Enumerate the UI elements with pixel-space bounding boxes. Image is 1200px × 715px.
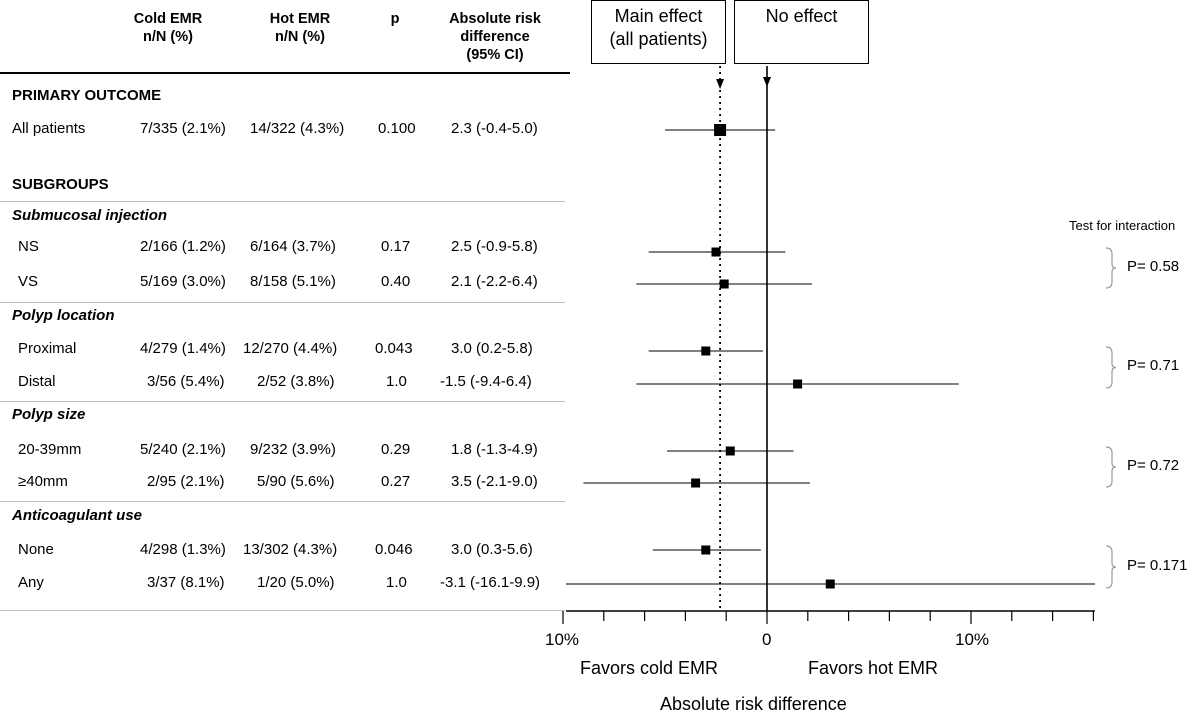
row-label: All patients xyxy=(12,120,86,137)
favors-cold-label: Favors cold EMR xyxy=(580,658,719,678)
section-subgroups: SUBGROUPS xyxy=(12,176,109,193)
axis-tick-label-right: 10% xyxy=(955,630,990,649)
row-hot-emr: 5/90 (5.6%) xyxy=(257,473,335,490)
row-label: Distal xyxy=(18,373,56,390)
divider xyxy=(0,302,565,303)
interaction-bracket xyxy=(1105,446,1117,488)
point-estimate-marker xyxy=(691,478,701,488)
row-ard: 2.5 (-0.9-5.8) xyxy=(451,238,538,255)
interaction-bracket xyxy=(1105,346,1117,389)
no-effect-label-box: No effect xyxy=(734,0,869,64)
row-label: Any xyxy=(18,574,44,591)
row-p: 1.0 xyxy=(386,574,407,591)
row-cold-emr: 2/166 (1.2%) xyxy=(140,238,226,255)
row-p: 1.0 xyxy=(386,373,407,390)
row-hot-emr: 1/20 (5.0%) xyxy=(257,574,335,591)
row-label: 20-39mm xyxy=(18,441,82,458)
row-hot-emr: 12/270 (4.4%) xyxy=(243,340,338,357)
no-effect-arrowhead xyxy=(763,77,771,87)
header-cold-emr: Cold EMR n/N (%) xyxy=(133,11,203,45)
row-ard: 3.0 (0.2-5.8) xyxy=(451,340,533,357)
axis-tick-label-zero: 0 xyxy=(762,630,772,649)
row-cold-emr: 4/298 (1.3%) xyxy=(140,541,226,558)
x-axis-label: Absolute risk difference xyxy=(660,694,847,714)
row-label: NS xyxy=(18,238,39,255)
axis-tick-label-left: 10% xyxy=(545,630,580,649)
interaction-bracket xyxy=(1105,247,1117,289)
row-p: 0.27 xyxy=(381,473,411,490)
row-cold-emr: 5/169 (3.0%) xyxy=(140,273,226,290)
point-estimate-marker xyxy=(825,579,835,589)
row-ard: 2.1 (-2.2-6.4) xyxy=(451,273,538,290)
row-ard: -1.5 (-9.4-6.4) xyxy=(440,373,532,390)
divider xyxy=(0,610,565,611)
row-cold-emr: 5/240 (2.1%) xyxy=(140,441,226,458)
divider xyxy=(0,501,565,502)
divider xyxy=(0,201,565,202)
section-primary-outcome: PRIMARY OUTCOME xyxy=(12,87,162,104)
row-p: 0.40 xyxy=(381,273,411,290)
point-estimate-marker xyxy=(701,545,711,555)
row-cold-emr: 3/37 (8.1%) xyxy=(147,574,225,591)
row-label: None xyxy=(18,541,54,558)
point-estimate-marker xyxy=(714,124,727,136)
row-ard: 3.5 (-2.1-9.0) xyxy=(451,473,538,490)
row-hot-emr: 2/52 (3.8%) xyxy=(257,373,335,390)
row-hot-emr: 6/164 (3.7%) xyxy=(250,238,336,255)
group-label-submucosal-injection: Submucosal injection xyxy=(12,207,168,224)
point-estimate-marker xyxy=(725,446,735,456)
row-ard: -3.1 (-16.1-9.9) xyxy=(440,574,541,591)
header-hot-emr: Hot EMR n/N (%) xyxy=(269,11,331,45)
row-p: 0.29 xyxy=(381,441,411,458)
group-label-anticoagulant-use: Anticoagulant use xyxy=(12,507,143,524)
point-estimate-marker xyxy=(793,379,803,389)
row-hot-emr: 9/232 (3.9%) xyxy=(250,441,336,458)
row-p: 0.046 xyxy=(375,541,413,558)
row-hot-emr: 13/302 (4.3%) xyxy=(243,541,338,558)
favors-hot-label: Favors hot EMR xyxy=(808,658,939,678)
point-estimate-marker xyxy=(719,279,729,289)
interaction-p-value: P= 0.171 xyxy=(1127,557,1188,574)
point-estimate-marker xyxy=(701,346,711,356)
row-p: 0.100 xyxy=(378,120,416,137)
group-label-polyp-location: Polyp location xyxy=(12,307,115,324)
interaction-bracket xyxy=(1105,545,1117,589)
row-label: ≥40mm xyxy=(18,473,68,490)
main-effect-label-box: Main effect (all patients) xyxy=(591,0,726,64)
row-p: 0.17 xyxy=(381,238,411,255)
point-estimate-marker xyxy=(711,247,721,257)
header-rule xyxy=(0,72,570,74)
row-ard: 1.8 (-1.3-4.9) xyxy=(451,441,538,458)
row-ard: 3.0 (0.3-5.6) xyxy=(451,541,533,558)
interaction-test-title: Test for interaction xyxy=(1069,218,1176,233)
interaction-p-value: P= 0.71 xyxy=(1127,357,1180,374)
row-ard: 2.3 (-0.4-5.0) xyxy=(451,120,538,137)
header-p: p xyxy=(390,11,400,27)
row-cold-emr: 7/335 (2.1%) xyxy=(140,120,226,137)
row-hot-emr: 14/322 (4.3%) xyxy=(250,120,345,137)
row-cold-emr: 2/95 (2.1%) xyxy=(147,473,225,490)
row-cold-emr: 3/56 (5.4%) xyxy=(147,373,225,390)
row-label: VS xyxy=(18,273,39,290)
main-effect-arrowhead xyxy=(716,79,725,89)
row-p: 0.043 xyxy=(375,340,413,357)
row-hot-emr: 8/158 (5.1%) xyxy=(250,273,336,290)
header-absolute-risk-difference: Absolute risk difference (95% CI) xyxy=(449,11,541,63)
row-cold-emr: 4/279 (1.4%) xyxy=(140,340,226,357)
interaction-p-value: P= 0.72 xyxy=(1127,457,1180,474)
row-label: Proximal xyxy=(18,340,77,357)
divider xyxy=(0,401,565,402)
group-label-polyp-size: Polyp size xyxy=(12,406,86,423)
interaction-p-value: P= 0.58 xyxy=(1127,258,1180,275)
